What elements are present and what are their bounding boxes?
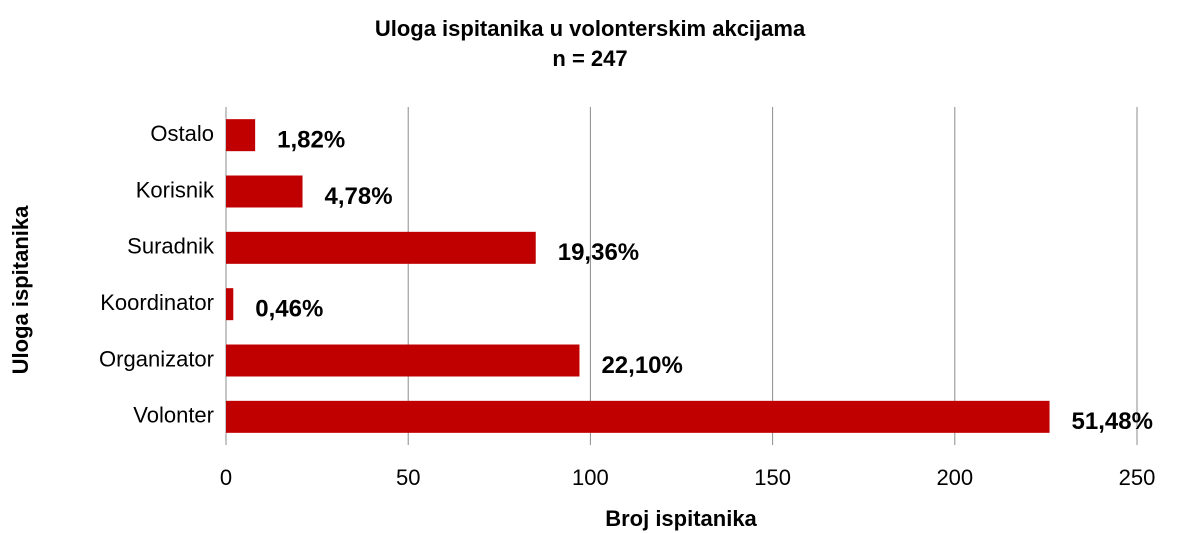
y-axis-title: Uloga ispitanika <box>8 205 33 374</box>
bar <box>226 231 536 264</box>
data-label: 4,78% <box>325 183 393 210</box>
x-tick-label: 100 <box>572 465 609 490</box>
y-tick-label: Koordinator <box>100 290 214 315</box>
chart-title: Uloga ispitanika u volonterskim akcijama <box>375 16 806 41</box>
bar <box>226 119 256 152</box>
x-tick-label: 200 <box>936 465 973 490</box>
bar <box>226 344 580 377</box>
y-tick-label: Ostalo <box>150 121 214 146</box>
y-tick-label: Volonter <box>133 403 214 428</box>
bar <box>226 400 1050 433</box>
x-tick-label: 150 <box>754 465 791 490</box>
data-label: 0,46% <box>255 296 323 323</box>
chart-subtitle: n = 247 <box>552 46 627 71</box>
y-tick-label: Organizator <box>99 346 214 371</box>
x-tick-label: 0 <box>220 465 232 490</box>
data-label: 19,36% <box>558 239 639 266</box>
data-label: 22,10% <box>601 352 682 379</box>
bar <box>226 288 234 321</box>
y-tick-label: Korisnik <box>136 177 215 202</box>
x-tick-label: 250 <box>1119 465 1156 490</box>
data-label: 51,48% <box>1072 408 1153 435</box>
y-tick-label: Suradnik <box>127 234 215 259</box>
x-tick-label: 50 <box>396 465 420 490</box>
x-axis-title: Broj ispitanika <box>605 506 757 531</box>
data-label: 1,82% <box>277 127 345 154</box>
bar <box>226 175 303 208</box>
